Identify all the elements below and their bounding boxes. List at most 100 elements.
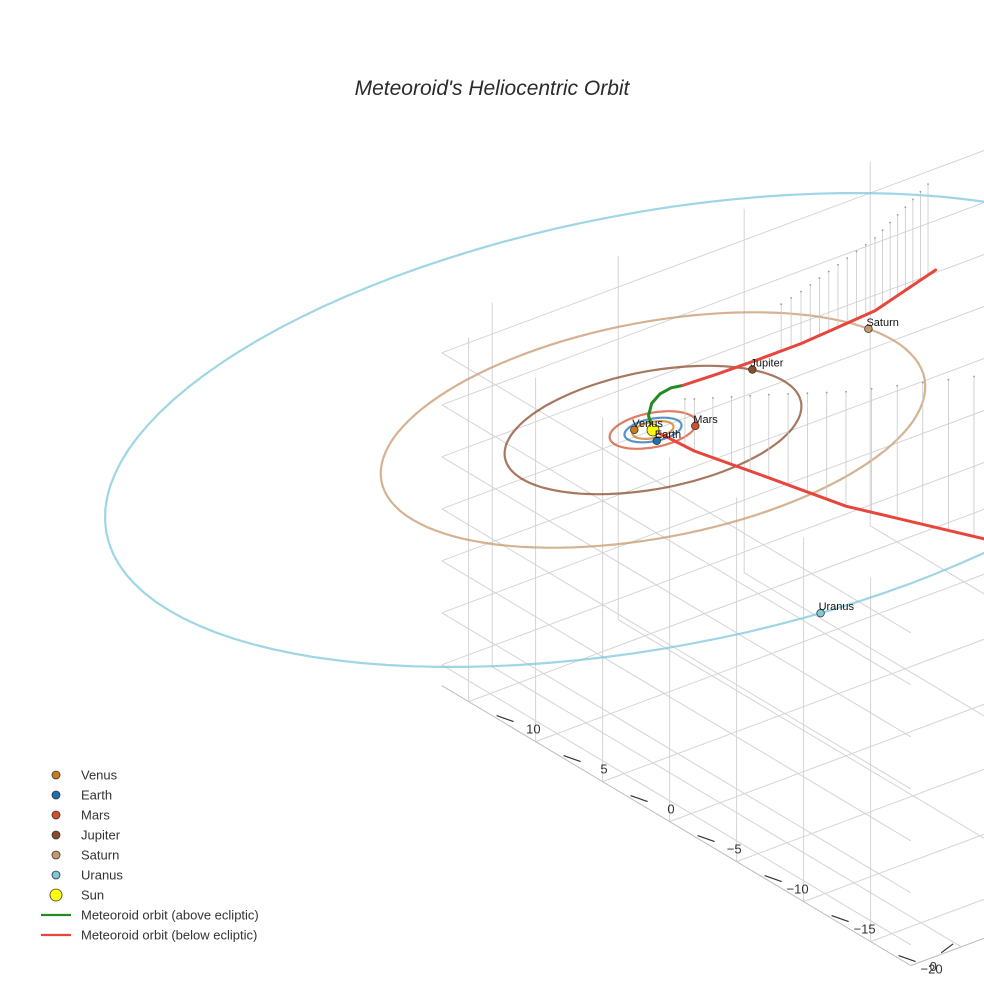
- legend-item: Sun: [49, 888, 104, 903]
- grid-line: [441, 404, 912, 686]
- drop-lines: [684, 183, 975, 537]
- drop-line-cap: [845, 390, 847, 393]
- legend-label: Meteoroid orbit (above ecliptic): [81, 908, 259, 923]
- legend-swatch: [51, 850, 61, 860]
- y-tick-label: −5: [727, 842, 742, 857]
- y-tick-label: 10: [526, 722, 540, 737]
- grid-line: [491, 666, 962, 948]
- sun-marker: [646, 423, 660, 437]
- drop-line-cap: [911, 198, 914, 201]
- drop-line-cap: [790, 297, 792, 299]
- y-tick-label: −15: [854, 922, 876, 937]
- legend-label: Mars: [81, 808, 110, 823]
- grid-line: [441, 202, 984, 406]
- planet-saturn: [864, 324, 873, 334]
- drop-line-cap: [809, 284, 812, 286]
- legend-item: Meteoroid orbit (below ecliptic): [41, 928, 257, 943]
- drop-line-cap: [864, 243, 867, 246]
- legend-item: Meteoroid orbit (above ecliptic): [41, 908, 259, 923]
- legend-item: Jupiter: [51, 828, 121, 843]
- planet-label-mars: Mars: [693, 414, 718, 426]
- legend-label: Venus: [81, 768, 118, 783]
- x-tick: [940, 943, 954, 954]
- legend-label: Jupiter: [81, 828, 121, 843]
- drop-line-cap: [870, 387, 873, 390]
- drop-line-cap: [749, 394, 752, 397]
- legend: Venus Earth Mars Jupiter Saturn Uranus Sun Mete…: [41, 768, 259, 943]
- grid-line: [743, 572, 984, 717]
- x-tick-label: 0: [930, 959, 937, 974]
- legend-swatch: [51, 810, 61, 820]
- grid-line: [441, 612, 912, 894]
- legend-label: Meteoroid orbit (below ecliptic): [81, 928, 257, 943]
- drop-line-cap: [896, 384, 899, 387]
- planet-label-jupiter: Jupiter: [750, 358, 783, 370]
- legend-swatch: [51, 770, 61, 780]
- planet-label-venus: Venus: [632, 418, 663, 430]
- legend-label: Sun: [81, 888, 104, 903]
- drop-line-cap: [874, 237, 876, 239]
- chart-title: Meteoroid's Heliocentric Orbit: [355, 77, 631, 100]
- drop-line-cap: [684, 398, 686, 400]
- planet-venus: [630, 425, 639, 435]
- y-tick-label: 5: [600, 762, 607, 777]
- legend-item: Saturn: [51, 848, 119, 863]
- planet-earth: [652, 436, 661, 446]
- planet-mars: [691, 421, 700, 431]
- grid-line: [468, 508, 984, 703]
- grid-line: [441, 664, 912, 946]
- y-tick: [831, 915, 849, 923]
- y-tick: [496, 715, 514, 723]
- y-tick: [898, 955, 916, 963]
- grid-line: [441, 508, 912, 790]
- grid-line: [441, 560, 912, 842]
- legend-item: Earth: [51, 788, 112, 803]
- y-axis-line: [441, 685, 912, 967]
- legend-swatch: [51, 870, 61, 880]
- orbit-uranus: [103, 192, 984, 668]
- planet-jupiter: [748, 365, 757, 374]
- legend-swatch: [51, 830, 61, 840]
- drop-line-cap: [800, 290, 802, 293]
- legend-swatch: [49, 888, 63, 902]
- drop-line-cap: [855, 250, 858, 253]
- legend-label: Earth: [81, 788, 112, 803]
- orbit-mars: [608, 410, 698, 450]
- drop-line-cap: [927, 183, 929, 186]
- legend-item: Uranus: [51, 868, 123, 883]
- legend-swatch: [51, 790, 61, 800]
- y-tick: [697, 835, 715, 843]
- series-line-below: [655, 430, 984, 541]
- grid-line: [441, 456, 912, 738]
- grid-line: [441, 254, 984, 458]
- drop-line-cap: [712, 397, 714, 399]
- series-line-below: [681, 268, 938, 387]
- planet-uranus: [816, 608, 825, 618]
- meteoroid-series: [647, 268, 984, 541]
- grid-line: [441, 352, 912, 634]
- drop-line-cap: [904, 206, 907, 209]
- drop-line-cap: [730, 395, 733, 398]
- drop-line-cap: [846, 257, 849, 259]
- grid-line: [535, 573, 984, 743]
- grid-line: [869, 525, 984, 595]
- y-tick-label: −20: [921, 962, 943, 977]
- drop-line-cap: [921, 381, 924, 384]
- drop-line-cap: [919, 190, 922, 193]
- drop-line-cap: [780, 303, 783, 306]
- y-tick-label: 0: [667, 802, 674, 817]
- planet-orbits: [103, 192, 984, 668]
- drop-line-cap: [825, 391, 828, 394]
- legend-item: Venus: [51, 768, 118, 783]
- grid: [441, 150, 984, 948]
- y-tick: [630, 795, 648, 803]
- grid-line: [617, 619, 984, 839]
- y-tick: [563, 755, 581, 763]
- orbit-saturn: [379, 311, 927, 549]
- y-tick-label: −10: [787, 882, 809, 897]
- planet-label-earth: Earth: [655, 429, 681, 441]
- grid-line: [803, 833, 984, 903]
- drop-line-cap: [767, 393, 770, 396]
